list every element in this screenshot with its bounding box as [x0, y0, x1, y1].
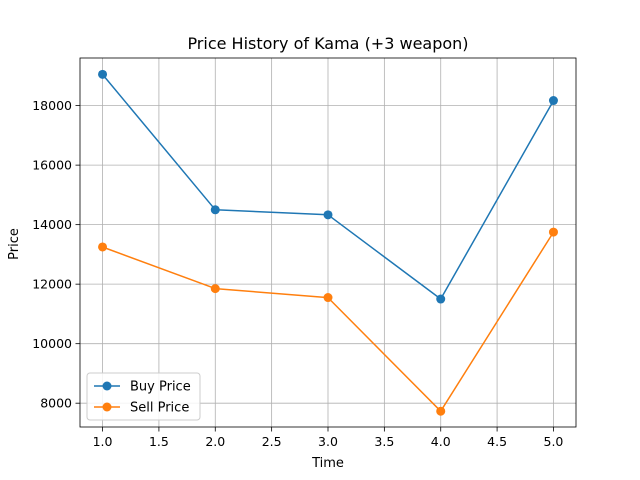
grid-lines [80, 58, 576, 427]
legend-swatch-marker-buy-price [102, 381, 112, 391]
sell-price-point [436, 406, 446, 416]
x-tick-label: 4.0 [431, 434, 451, 449]
x-tick-label: 2.5 [262, 434, 282, 449]
x-axis-ticks: 1.0 1.5 2.0 2.5 3.0 3.5 4.0 4.5 5.0 [93, 427, 564, 449]
buy-price-point [323, 210, 333, 220]
legend-label-sell-price: Sell Price [130, 401, 189, 416]
x-axis-label: Time [311, 456, 344, 471]
y-tick-label: 14000 [32, 217, 72, 232]
legend-label-buy-price: Buy Price [130, 380, 191, 395]
y-tick-label: 18000 [32, 98, 72, 113]
legend-box [86, 372, 201, 421]
chart-title: Price History of Kama (+3 weapon) [187, 34, 468, 53]
buy-price-point [210, 205, 220, 215]
y-tick-label: 16000 [32, 158, 72, 173]
y-axis-ticks: 8000 10000 12000 14000 16000 18000 [32, 98, 80, 411]
buy-price-point [548, 96, 558, 106]
sell-price-point [323, 293, 333, 303]
y-axis-label: Price [7, 228, 22, 260]
x-tick-label: 2.0 [205, 434, 225, 449]
y-tick-label: 8000 [40, 396, 72, 411]
buy-price-series [98, 69, 558, 304]
x-tick-label: 4.5 [487, 434, 507, 449]
series-layer [98, 69, 558, 416]
x-tick-label: 3.5 [374, 434, 394, 449]
legend: Buy Price Sell Price [86, 372, 201, 421]
y-tick-label: 10000 [32, 336, 72, 351]
buy-price-point [98, 69, 108, 79]
x-tick-label: 1.5 [149, 434, 169, 449]
x-tick-label: 5.0 [544, 434, 564, 449]
y-tick-label: 12000 [32, 277, 72, 292]
legend-swatch-marker-sell-price [102, 402, 112, 412]
sell-price-point [548, 227, 558, 237]
sell-price-series [98, 227, 558, 416]
x-tick-label: 1.0 [93, 434, 113, 449]
sell-price-point [210, 284, 220, 294]
x-tick-label: 3.0 [318, 434, 338, 449]
sell-price-point [98, 242, 108, 252]
buy-price-point [436, 294, 446, 304]
